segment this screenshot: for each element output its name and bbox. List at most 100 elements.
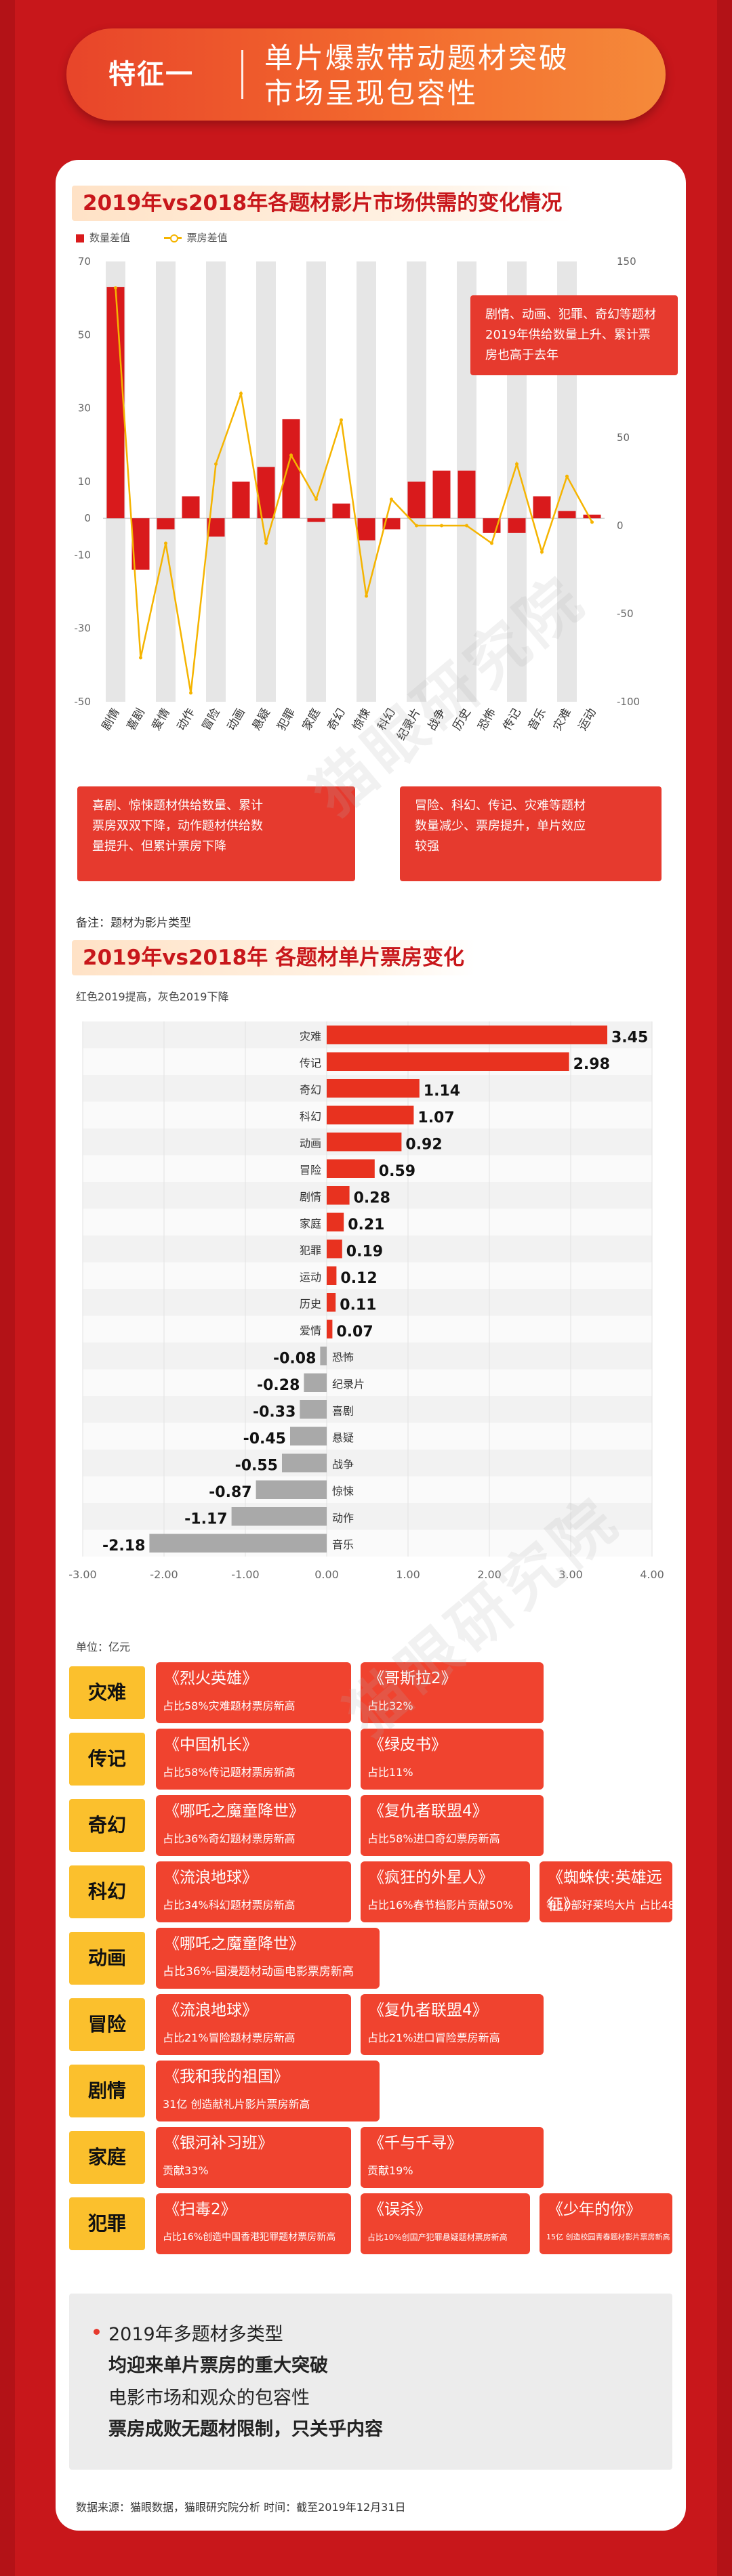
film-card: 《复仇者联盟4》 占比21%进口冒险票房新高 xyxy=(361,1994,544,2055)
category-label: 战争 xyxy=(332,1458,354,1471)
film-desc: 占比36%-国漫题材动画电影票房新高 xyxy=(163,1965,354,1979)
film-card: 《绿皮书》 占比11% xyxy=(361,1729,544,1790)
category-label: 剧情 xyxy=(300,1191,321,1204)
film-desc: 占比36%奇幻题材票房新高 xyxy=(163,1832,296,1845)
film-desc: 占比21%进口冒险票房新高 xyxy=(367,2031,500,2044)
bar-decrease xyxy=(320,1347,327,1366)
category-band xyxy=(156,261,176,702)
film-name: 《烈火英雄》 xyxy=(164,1670,258,1687)
category-label: 喜剧 xyxy=(332,1405,354,1418)
x-axis-label: 爱情 xyxy=(150,706,173,733)
line-point xyxy=(540,550,544,554)
left-axis-tick: 30 xyxy=(78,402,91,415)
film-card: 《复仇者联盟4》 占比58%进口奇幻票房新高 xyxy=(361,1795,544,1856)
value-label: -1.17 xyxy=(184,1511,227,1528)
category-label: 动画 xyxy=(69,1932,145,1985)
category-row: 冒险 《流浪地球》 占比21%冒险题材票房新高 《复仇者联盟4》 占比21%进口冒险票房… xyxy=(69,1994,672,2055)
film-card: 《哪吒之魔童降世》 占比36%奇幻题材票房新高 xyxy=(156,1795,351,1856)
category-label: 音乐 xyxy=(332,1538,354,1551)
x-axis-tick: 4.00 xyxy=(640,1568,664,1581)
film-name: 《扫毒2》 xyxy=(164,2201,237,2218)
category-label: 奇幻 xyxy=(69,1799,145,1852)
category-label: 动画 xyxy=(300,1137,321,1150)
line-point xyxy=(590,520,594,524)
bar-increase xyxy=(327,1186,350,1205)
line-point xyxy=(340,418,343,422)
film-desc: 等10部好莱坞大片 占比48% xyxy=(546,1899,686,1912)
film-name: 《流浪地球》 xyxy=(164,2002,258,2019)
x-axis-label: 奇幻 xyxy=(325,706,348,733)
unit-label: 单位：亿元 xyxy=(76,1641,131,1653)
bar-count-diff xyxy=(508,518,526,533)
film-desc: 贡献33% xyxy=(163,2164,209,2177)
left-axis-tick: -10 xyxy=(75,549,92,561)
bar-count-diff xyxy=(232,482,250,519)
category-label: 科幻 xyxy=(69,1865,145,1918)
x-axis-label: 悬疑 xyxy=(250,706,273,733)
left-axis-tick: -50 xyxy=(75,696,92,708)
line-point xyxy=(139,656,142,660)
left-axis-tick: 10 xyxy=(78,476,91,488)
bar-count-diff xyxy=(182,496,200,519)
bar-count-diff xyxy=(307,518,325,522)
summary-line1: 2019年多题材多类型 xyxy=(108,2324,283,2345)
row-band xyxy=(83,1262,652,1289)
bar-increase xyxy=(327,1052,569,1071)
row-band xyxy=(83,1315,652,1343)
line-point xyxy=(465,524,468,528)
header-title: 单片爆款带动题材突破 市场呈现包容性 xyxy=(264,41,569,111)
film-name: 《哪吒之魔童降世》 xyxy=(164,1935,304,1953)
right-axis-tick: -50 xyxy=(617,608,634,620)
category-label: 传记 xyxy=(300,1057,321,1070)
x-axis-label: 战争 xyxy=(426,706,449,733)
bar-decrease xyxy=(149,1534,327,1553)
x-axis-label: 恐怖 xyxy=(476,706,499,733)
summary-line3: 电影市场和观众的包容性 xyxy=(108,2388,310,2409)
line-point xyxy=(314,497,318,501)
summary-box: 2019年多题材多类型 均迎来单片票房的重大突破 电影市场和观众的包容性 票房成… xyxy=(69,2294,672,2470)
bar-count-diff xyxy=(533,496,551,519)
header-title-line2: 市场呈现包容性 xyxy=(264,77,479,110)
film-name: 《少年的你》 xyxy=(548,2201,641,2218)
line-point xyxy=(490,541,493,545)
value-label: 0.11 xyxy=(340,1297,376,1314)
value-label: -2.18 xyxy=(102,1538,145,1555)
data-source: 数据来源：猫眼数据，猫眼研究院分析 时间：截至2019年12月31日 xyxy=(76,2501,406,2514)
row-band xyxy=(83,1396,652,1423)
value-label: -0.45 xyxy=(243,1431,286,1448)
x-axis-label: 科幻 xyxy=(375,706,399,733)
value-label: 1.14 xyxy=(424,1083,460,1100)
line-point xyxy=(114,286,117,290)
legend-bar-swatch xyxy=(76,234,84,242)
category-row: 家庭 《银河补习班》 贡献33% 《千与千寻》 贡献19% xyxy=(69,2127,672,2188)
bar-count-diff xyxy=(558,511,576,519)
x-axis-label: 音乐 xyxy=(526,706,549,733)
x-axis-label: 家庭 xyxy=(300,706,323,733)
right-axis-tick: 50 xyxy=(617,431,630,444)
category-label: 冒险 xyxy=(300,1164,321,1177)
line-point xyxy=(189,691,192,695)
film-desc: 占比32% xyxy=(367,1699,413,1712)
film-card: 《哪吒之魔童降世》占比36%-国漫题材动画电影票房新高 xyxy=(156,1928,380,1989)
value-label: -0.55 xyxy=(235,1458,278,1475)
bar-increase xyxy=(327,1266,337,1285)
header-divider xyxy=(241,50,243,99)
callout-right: 冒险、科幻、传记、灾难等题材 数量减少、票房提升，单片效应 较强 xyxy=(400,786,662,881)
value-label: 0.19 xyxy=(346,1244,383,1261)
bar-count-diff xyxy=(407,482,426,519)
category-label: 爱情 xyxy=(300,1324,321,1337)
film-card: 《蜘蛛侠:英雄远征》 等10部好莱坞大片 占比48% xyxy=(540,1861,685,1922)
film-card: 《银河补习班》 贡献33% xyxy=(156,2127,351,2188)
line-point xyxy=(164,541,167,545)
category-band xyxy=(206,261,226,702)
section1-title: 2019年vs2018年各题材影片市场供需的变化情况 xyxy=(72,186,573,221)
legend-line-label: 票房差值 xyxy=(186,232,228,244)
x-axis-label: 历史 xyxy=(451,706,474,733)
film-card: 《流浪地球》 占比34%科幻题材票房新高 xyxy=(156,1861,351,1922)
legend-bar-label: 数量差值 xyxy=(89,232,131,244)
category-label: 动作 xyxy=(332,1512,354,1525)
film-name: 《流浪地球》 xyxy=(164,1869,258,1886)
header-title-line1: 单片爆款带动题材突破 xyxy=(264,41,570,75)
category-band xyxy=(357,261,376,702)
right-stripe xyxy=(717,0,732,2576)
